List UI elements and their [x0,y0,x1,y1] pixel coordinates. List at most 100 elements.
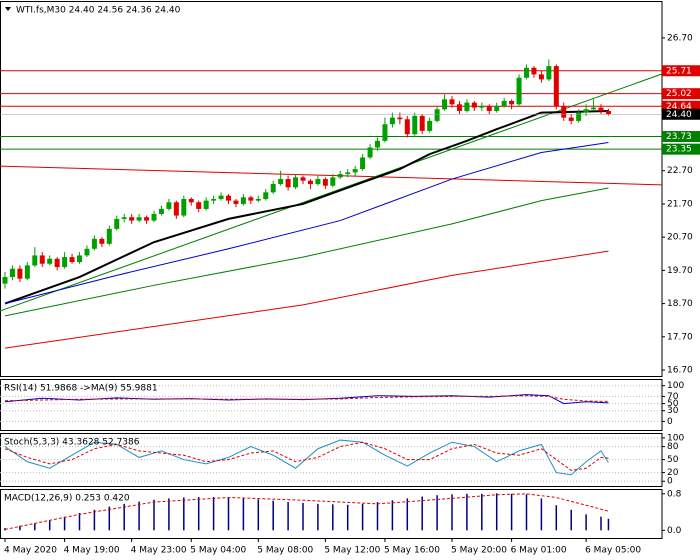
candle-body [412,115,418,135]
candle-body [360,157,366,170]
pane-border [0,1,663,377]
y-tick-label: 18.70 [667,299,693,309]
histogram-bar [346,504,349,531]
histogram-bar [451,494,453,531]
moving-average [4,109,609,305]
indicator-line [4,395,609,402]
y-tick-label: 20 [667,468,679,478]
candle-body [419,115,425,131]
candle-body [91,238,97,249]
candle-body [315,179,321,185]
histogram-bar [376,502,379,531]
level-label: 24.64 [666,102,692,112]
histogram-bar [153,499,155,531]
candle-body [226,195,231,201]
candle-body [576,112,582,121]
y-tick-label: 21.70 [667,199,693,209]
histogram-bar [302,502,304,531]
x-tick-label: 6 May 01:00 [511,546,567,556]
histogram-bar [570,509,572,531]
candle-body [114,218,120,229]
histogram-bar [540,498,543,531]
candle-body [181,198,187,216]
candle-body [32,255,38,266]
candle-body [382,124,388,141]
histogram-bar [123,503,125,531]
candle-body [166,202,172,209]
candle-body [516,77,522,105]
candle-body [531,67,537,75]
candle-body [285,179,291,188]
candle-body [106,228,112,244]
candle-body [9,268,15,278]
histogram-bar [585,514,587,531]
histogram-bar [495,493,498,531]
level-box [662,65,700,77]
candle-body [434,109,440,121]
histogram-bar [242,498,245,531]
candle-body [486,105,492,111]
candle-body [144,217,150,221]
histogram-bar [406,498,409,531]
candle-body [561,105,567,118]
y-tick-label: 100 [667,433,684,443]
histogram-bar [257,499,260,531]
candle-body [17,268,23,279]
candle-body [546,66,552,80]
indicator-line [4,394,609,405]
moving-average [4,250,609,349]
y-tick-label: 80 [667,442,679,452]
x-tick-label: 6 May 05:00 [585,546,641,556]
histogram-bar [525,494,528,531]
histogram-bar [108,506,111,531]
x-tick-label: 4 May 23:00 [131,546,187,556]
y-tick-label: 0 [667,417,673,427]
histogram-bar [466,493,468,531]
candle-body [62,257,68,268]
candle-body [233,200,239,204]
histogram-bar [197,497,200,531]
x-tick-label: 4 May 2020 [4,546,57,556]
candle-body [501,100,507,106]
x-tick-label: 5 May 04:00 [190,546,246,556]
histogram-bar [183,497,185,531]
candle-body [605,110,611,115]
histogram-bar [421,496,423,531]
candle-body [337,174,343,178]
histogram-bar [361,503,364,531]
candle-body [121,217,127,219]
pane [0,59,662,349]
x-tick-label: 4 May 19:00 [64,546,120,556]
candle-body [471,102,477,108]
candle-body [307,180,313,185]
x-tick-label: 5 May 08:00 [257,546,313,556]
candle-body [389,117,395,125]
signal-line [4,493,609,530]
histogram-bar [227,497,230,531]
candle-body [598,107,604,111]
candle-body [255,198,261,201]
candle-body [47,258,53,264]
candle-body [158,208,164,214]
pane-title: Stoch(5,3,3) 43.3628 52.7386 [4,438,140,448]
y-tick-label: 0 [667,477,673,487]
candle-body [456,104,462,111]
moving-average [4,142,609,305]
histogram-bar [212,497,215,531]
histogram-bar [607,518,610,531]
histogram-bar [481,493,483,531]
y-tick-label: 70 [667,392,679,402]
menu-arrow [5,7,11,11]
histogram-bar [78,512,81,531]
candle-body [129,217,135,221]
histogram-bar [317,503,319,531]
y-tick-label: 0.8 [667,489,682,499]
level-label: 23.35 [666,145,692,155]
candle-body [99,238,105,244]
y-tick-label: 30 [667,406,679,416]
candle-body [583,109,589,113]
y-tick-label: 50 [667,455,679,465]
candle-body [330,177,336,186]
moving-average [4,187,609,317]
